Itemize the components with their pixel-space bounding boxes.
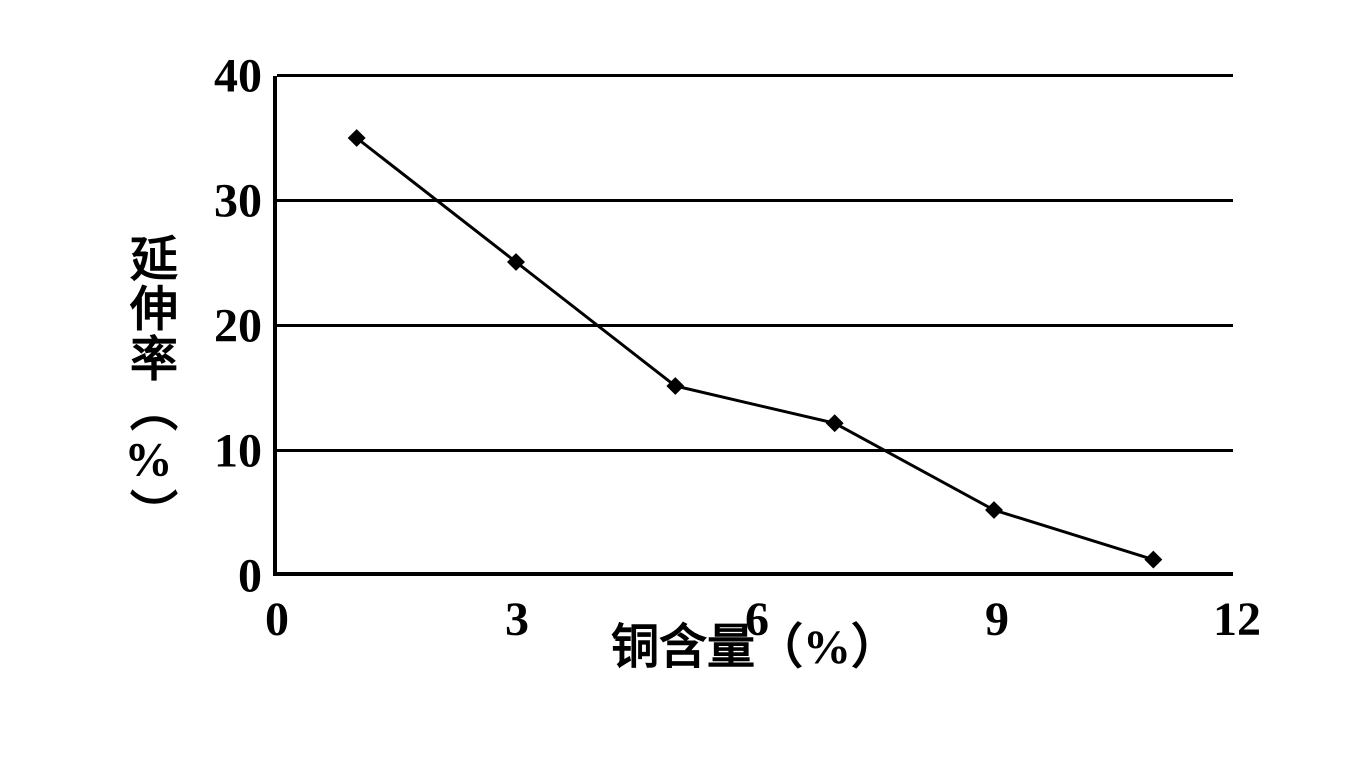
data-line — [357, 138, 1154, 560]
y-tick-label: 40 — [214, 48, 262, 103]
y-tick-label: 20 — [214, 298, 262, 353]
x-tick-label: 9 — [985, 592, 1009, 647]
data-series — [277, 76, 1233, 572]
x-axis-label: 铜含量（%） — [611, 607, 899, 677]
data-marker — [826, 414, 844, 432]
y-tick-label: 10 — [214, 423, 262, 478]
x-tick-label: 0 — [265, 592, 289, 647]
data-marker — [985, 501, 1003, 519]
y-axis-label: 延伸率（%） — [113, 233, 183, 538]
x-tick-label: 12 — [1213, 592, 1261, 647]
plot-area: 010203040 036912 铜含量（%） — [273, 76, 1233, 576]
chart-container: 010203040 036912 铜含量（%） 延伸率（%） — [83, 46, 1283, 726]
data-marker — [1144, 550, 1162, 568]
x-tick-label: 3 — [505, 592, 529, 647]
y-tick-label: 30 — [214, 173, 262, 228]
y-tick-label: 0 — [238, 548, 262, 603]
